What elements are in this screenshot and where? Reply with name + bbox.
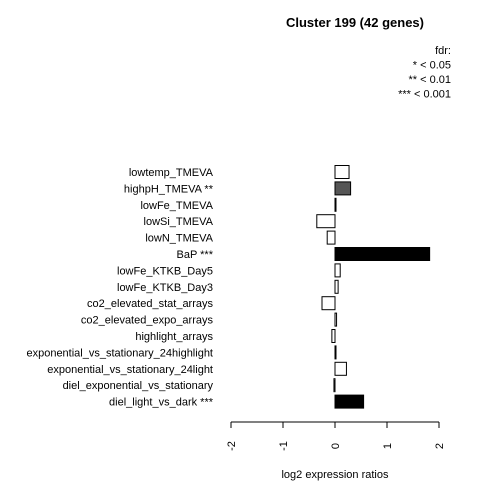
legend-entry: *** < 0.001	[398, 89, 451, 101]
bar	[334, 263, 341, 278]
category-labels: lowtemp_TMEVA highpH_TMEVA ** lowFe_TMEVAl…	[26, 167, 213, 409]
bar	[334, 279, 339, 294]
x-tick-label: 2	[434, 443, 446, 449]
bar	[334, 345, 337, 360]
bar	[331, 329, 336, 343]
category-label: highpH_TMEVA **	[124, 183, 214, 195]
legend-title: fdr:	[435, 45, 451, 57]
category-label: lowN_TMEVA	[145, 233, 213, 245]
category-label: BaP ***	[177, 249, 214, 261]
bar	[334, 312, 338, 327]
chart-title: Cluster 199 (42 genes)	[286, 15, 424, 30]
bar	[334, 165, 350, 179]
category-label: lowFe_KTKB_Day5	[117, 265, 213, 277]
category-label: co2_elevated_expo_arrays	[81, 315, 214, 327]
bar	[333, 378, 336, 393]
bar	[316, 214, 336, 229]
category-label: exponential_vs_stationary_24highlight	[26, 347, 213, 359]
x-axis-label: log2 expression ratios	[281, 469, 389, 481]
category-label: highlight_arrays	[135, 331, 213, 343]
x-tick-label: 1	[382, 443, 394, 449]
x-tick-label: -1	[278, 441, 290, 451]
bars-group	[316, 165, 431, 409]
category-label: exponential_vs_stationary_24light	[47, 364, 213, 376]
category-label: lowFe_TMEVA	[140, 200, 213, 212]
bar	[321, 296, 336, 311]
bar	[334, 247, 431, 261]
category-label: lowtemp_TMEVA	[129, 167, 214, 179]
category-label: diel_light_vs_dark ***	[109, 397, 214, 409]
legend-entry: * < 0.05	[413, 60, 451, 72]
bar	[334, 181, 352, 196]
bar	[334, 394, 365, 409]
legend-entry: ** < 0.01	[408, 74, 451, 86]
legend: fdr: * < 0.05 ** < 0.01 *** < 0.001	[398, 45, 451, 101]
category-label: co2_elevated_stat_arrays	[87, 298, 213, 310]
x-tick-label: 0	[330, 443, 342, 449]
x-tick-label: -2	[226, 441, 238, 451]
bar	[334, 361, 347, 376]
category-label: diel_exponential_vs_stationary	[63, 380, 214, 392]
category-label: lowSi_TMEVA	[144, 216, 214, 228]
bar	[334, 197, 337, 212]
x-axis: -2 -1 0 1 2	[226, 421, 446, 451]
category-label: lowFe_KTKB_Day3	[117, 282, 213, 294]
bar	[326, 230, 336, 245]
